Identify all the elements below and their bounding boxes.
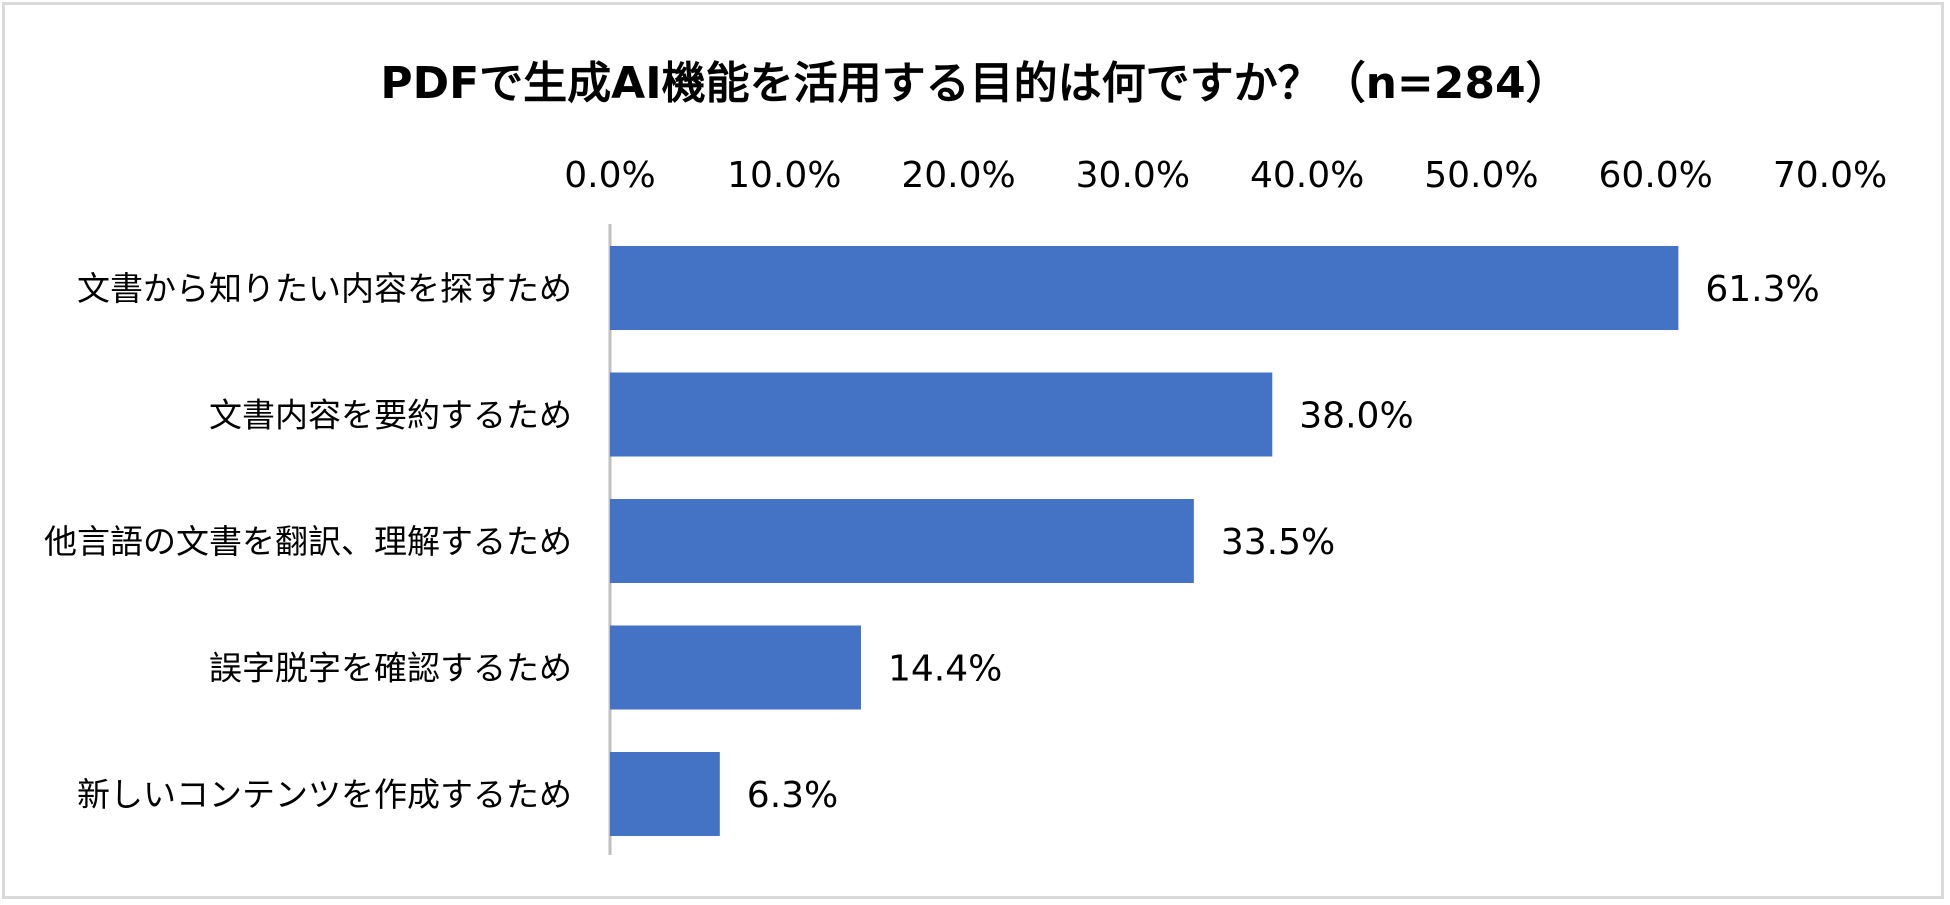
bar <box>610 752 720 836</box>
x-tick-label: 10.0% <box>727 155 841 196</box>
data-label: 6.3% <box>747 775 838 816</box>
x-tick-label: 30.0% <box>1076 155 1190 196</box>
category-label: 文書内容を要約するため <box>209 396 572 435</box>
category-label: 誤字脱字を確認するため <box>209 649 572 688</box>
x-tick-label: 40.0% <box>1250 155 1364 196</box>
x-tick-label: 20.0% <box>901 155 1015 196</box>
x-tick-label: 50.0% <box>1424 155 1538 196</box>
bar <box>610 372 1273 457</box>
chart-title: PDFで生成AI機能を活用する目的は何ですか？（n=284） <box>380 58 1569 109</box>
data-label: 38.0% <box>1299 396 1413 437</box>
bar <box>610 499 1194 583</box>
category-label: 新しいコンテンツを作成するため <box>77 775 572 814</box>
category-label: 文書から知りたい内容を探すため <box>77 269 572 308</box>
data-label: 61.3% <box>1705 269 1819 310</box>
x-tick-label: 0.0% <box>564 155 655 196</box>
x-tick-label: 70.0% <box>1773 155 1887 196</box>
x-axis-ticks: 0.0% 10.0% 20.0% 30.0% 40.0% 50.0% 60.0% 70.0% <box>564 155 1887 196</box>
data-label: 33.5% <box>1221 522 1335 563</box>
x-tick-label: 60.0% <box>1599 155 1713 196</box>
category-label: 他言語の文書を翻訳、理解するため <box>44 522 572 561</box>
bars: 文書から知りたい内容を探すため 61.3% 文書内容を要約するため 38.0% 他言語の… <box>44 246 1820 836</box>
bar <box>610 246 1679 330</box>
bar <box>610 625 861 710</box>
data-label: 14.4% <box>888 649 1002 690</box>
